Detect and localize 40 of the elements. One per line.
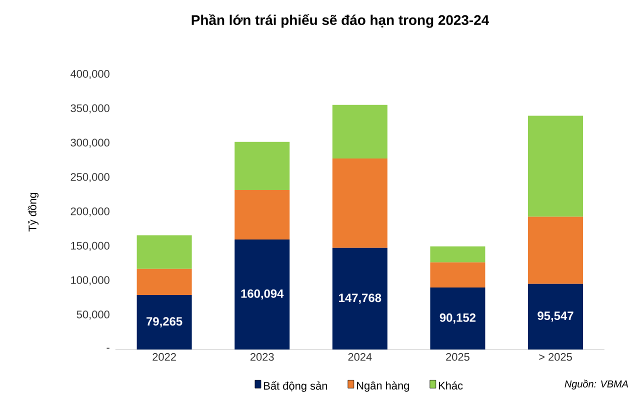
legend-label: Ngân hàng bbox=[356, 381, 409, 392]
legend-label: Bất động sản bbox=[264, 381, 327, 392]
bar bbox=[136, 295, 192, 350]
y-axis-title: Tỷ đồng bbox=[28, 192, 39, 232]
y-tick-label: 400,000 bbox=[70, 70, 110, 80]
bar bbox=[332, 248, 388, 350]
chart-title: Phần lớn trái phiếu sẽ đáo hạn trong 2023-24 bbox=[192, 14, 490, 28]
data-label: 95,547 bbox=[538, 312, 574, 322]
bar bbox=[234, 190, 290, 240]
bar bbox=[234, 142, 290, 190]
x-tick-label: 2024 bbox=[348, 353, 372, 361]
y-tick-label: 150,000 bbox=[71, 242, 110, 251]
bar bbox=[136, 268, 192, 296]
data-label: 79,265 bbox=[146, 317, 182, 328]
data-label: 147,768 bbox=[339, 294, 382, 304]
data-label: 90,152 bbox=[440, 313, 476, 324]
x-tick-label: 2025 bbox=[446, 353, 470, 361]
bar bbox=[136, 235, 192, 269]
bar bbox=[528, 116, 584, 217]
bar bbox=[430, 246, 486, 262]
y-tick-label: 350,000 bbox=[70, 104, 110, 114]
x-tick-label: 2022 bbox=[152, 353, 176, 361]
bar bbox=[528, 216, 584, 284]
bar bbox=[430, 262, 486, 288]
data-label: 160,094 bbox=[241, 289, 284, 300]
y-tick-label: 200,000 bbox=[70, 207, 110, 217]
bar bbox=[430, 288, 486, 350]
x-tick-label: 2023 bbox=[250, 353, 274, 361]
y-tick-label: 50,000 bbox=[76, 310, 110, 320]
y-tick-label: 100,000 bbox=[71, 276, 110, 286]
legend-label: Khác bbox=[438, 381, 463, 390]
bar bbox=[332, 104, 388, 159]
bar bbox=[332, 158, 388, 248]
x-tick-label: > 2025 bbox=[539, 353, 572, 361]
y-tick-label: - bbox=[106, 348, 110, 349]
bar bbox=[234, 239, 290, 350]
text: Nguồn: VBMA bbox=[564, 380, 628, 390]
y-tick-label: 250,000 bbox=[70, 173, 110, 182]
y-tick-label: 300,000 bbox=[70, 138, 110, 148]
bar bbox=[528, 284, 584, 350]
